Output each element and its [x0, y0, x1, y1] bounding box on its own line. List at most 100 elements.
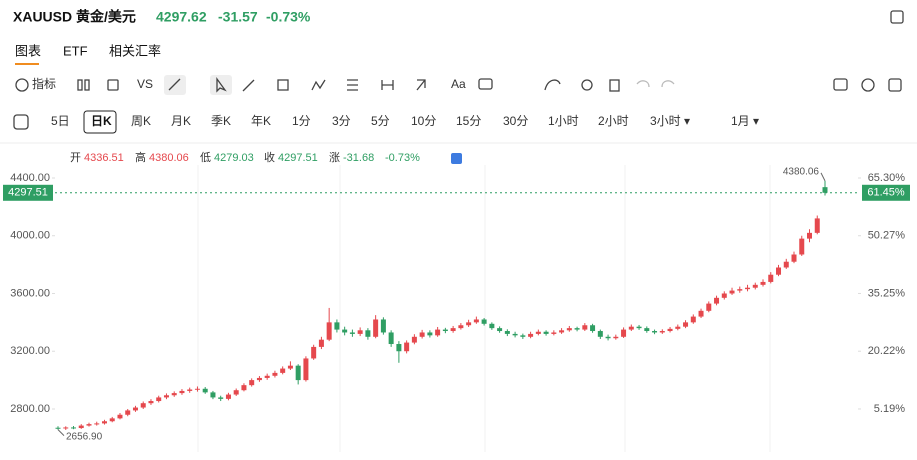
tab[interactable]: ETF [63, 43, 88, 58]
period-button[interactable]: 日K [91, 114, 112, 128]
candle-body [752, 284, 758, 288]
text-tool[interactable]: Aa [451, 77, 466, 91]
undo-icon[interactable] [636, 80, 650, 88]
candle-body [466, 322, 472, 326]
indicator-icon[interactable] [15, 78, 29, 92]
candle-body [303, 358, 309, 381]
translate-icon[interactable] [451, 153, 462, 164]
ohlc-label: 低 [200, 151, 211, 164]
period-button[interactable]: 5日 [51, 114, 70, 128]
candle-body [745, 287, 751, 290]
last-price-label: 4297.51 [8, 187, 48, 199]
low-annotation: 2656.90 [66, 431, 103, 442]
period-button[interactable]: 周K [131, 114, 151, 128]
candle-body [690, 316, 696, 323]
candle-body [202, 388, 208, 393]
period-button[interactable]: 月K [171, 114, 191, 128]
symbol: XAUUSD 黄金/美元 [13, 9, 136, 25]
last-pct-label: 61.45% [867, 187, 905, 199]
candle-body [760, 281, 766, 285]
tab[interactable]: 图表 [15, 43, 41, 58]
candle-body [287, 365, 293, 369]
period-icon[interactable] [13, 114, 29, 130]
settings-icon[interactable] [861, 78, 875, 92]
candle-icon[interactable] [77, 79, 83, 91]
vs-button[interactable]: VS [137, 77, 153, 91]
candle-body [659, 331, 665, 333]
candle-body [799, 238, 805, 255]
candle-body [210, 392, 216, 398]
vertical-grid [197, 165, 771, 452]
toolbar: 指标 VS Aa [15, 75, 902, 95]
period-button[interactable]: 3小时 ▾ [650, 114, 690, 128]
y-tick-label: 3600.00 [10, 287, 50, 299]
shape-icon[interactable] [277, 79, 289, 91]
period-button[interactable]: 2小时 [598, 114, 629, 128]
measure-icon[interactable] [381, 80, 394, 90]
eye-icon[interactable] [581, 79, 593, 91]
candle-body [256, 377, 262, 381]
pattern-icon[interactable] [311, 79, 326, 91]
bar-icon[interactable] [107, 79, 119, 91]
candle-body [458, 325, 464, 329]
low-leader [57, 429, 65, 436]
candle-body [683, 322, 689, 327]
candle-body [512, 333, 518, 336]
candle-body [156, 397, 162, 402]
ohlc-change-pct: -0.73% [385, 152, 420, 164]
candle-body [590, 325, 596, 332]
candle-body [698, 310, 704, 317]
magnet-icon[interactable] [544, 79, 561, 91]
period-button[interactable]: 5分 [371, 114, 390, 128]
fib-icon[interactable] [347, 79, 358, 91]
candle-body [450, 328, 456, 332]
draw-button[interactable] [164, 75, 186, 95]
line-icon[interactable] [242, 79, 255, 92]
period-button[interactable]: 15分 [456, 114, 481, 128]
period-button[interactable]: 3分 [332, 114, 351, 128]
candle-body [241, 385, 247, 391]
period-button[interactable]: 1小时 [548, 114, 579, 128]
period-button[interactable]: 1月 ▾ [731, 114, 759, 128]
candle-body [675, 326, 681, 329]
candle-body [342, 329, 348, 333]
candle-body [419, 332, 425, 337]
candle-body [791, 254, 797, 262]
candle-body [194, 388, 200, 390]
candle-body [295, 365, 301, 381]
indicator-button[interactable]: 指标 [32, 76, 56, 91]
period-button[interactable]: 10分 [411, 114, 436, 128]
candle-body [318, 339, 324, 347]
candle-body [163, 395, 169, 398]
fullscreen-icon[interactable] [888, 78, 902, 92]
candle-body [218, 397, 224, 399]
candle-body [63, 427, 69, 429]
candle-icon[interactable] [84, 79, 90, 91]
candle-body [768, 274, 774, 282]
collapse-icon[interactable] [890, 10, 904, 24]
camera-icon[interactable] [833, 78, 848, 91]
candle-body [652, 331, 658, 333]
y2-tick-label: 5.19% [874, 403, 905, 415]
trash-icon[interactable] [609, 79, 620, 92]
y2-tick-label: 35.25% [868, 287, 906, 299]
note-icon[interactable] [478, 78, 493, 90]
high-annotation: 4380.06 [783, 167, 820, 178]
candle-body [543, 331, 549, 334]
ohlc-label: 高 [135, 150, 146, 164]
y2-tick-label: 20.22% [868, 345, 906, 357]
candle-body [535, 331, 541, 334]
period-button[interactable]: 1分 [292, 114, 311, 128]
period-button[interactable]: 年K [251, 114, 271, 128]
arrow-icon[interactable] [416, 79, 426, 91]
period-button[interactable]: 30分 [503, 114, 528, 128]
tab[interactable]: 相关汇率 [109, 43, 161, 58]
period-button[interactable]: 季K [211, 114, 231, 128]
candle-body [264, 375, 270, 378]
candle-body [396, 344, 402, 352]
candle-body [388, 332, 394, 345]
ohlc-value: 4279.03 [214, 152, 254, 164]
cursor-icon [216, 77, 227, 93]
redo-icon[interactable] [661, 80, 675, 88]
candle-body [311, 346, 317, 359]
